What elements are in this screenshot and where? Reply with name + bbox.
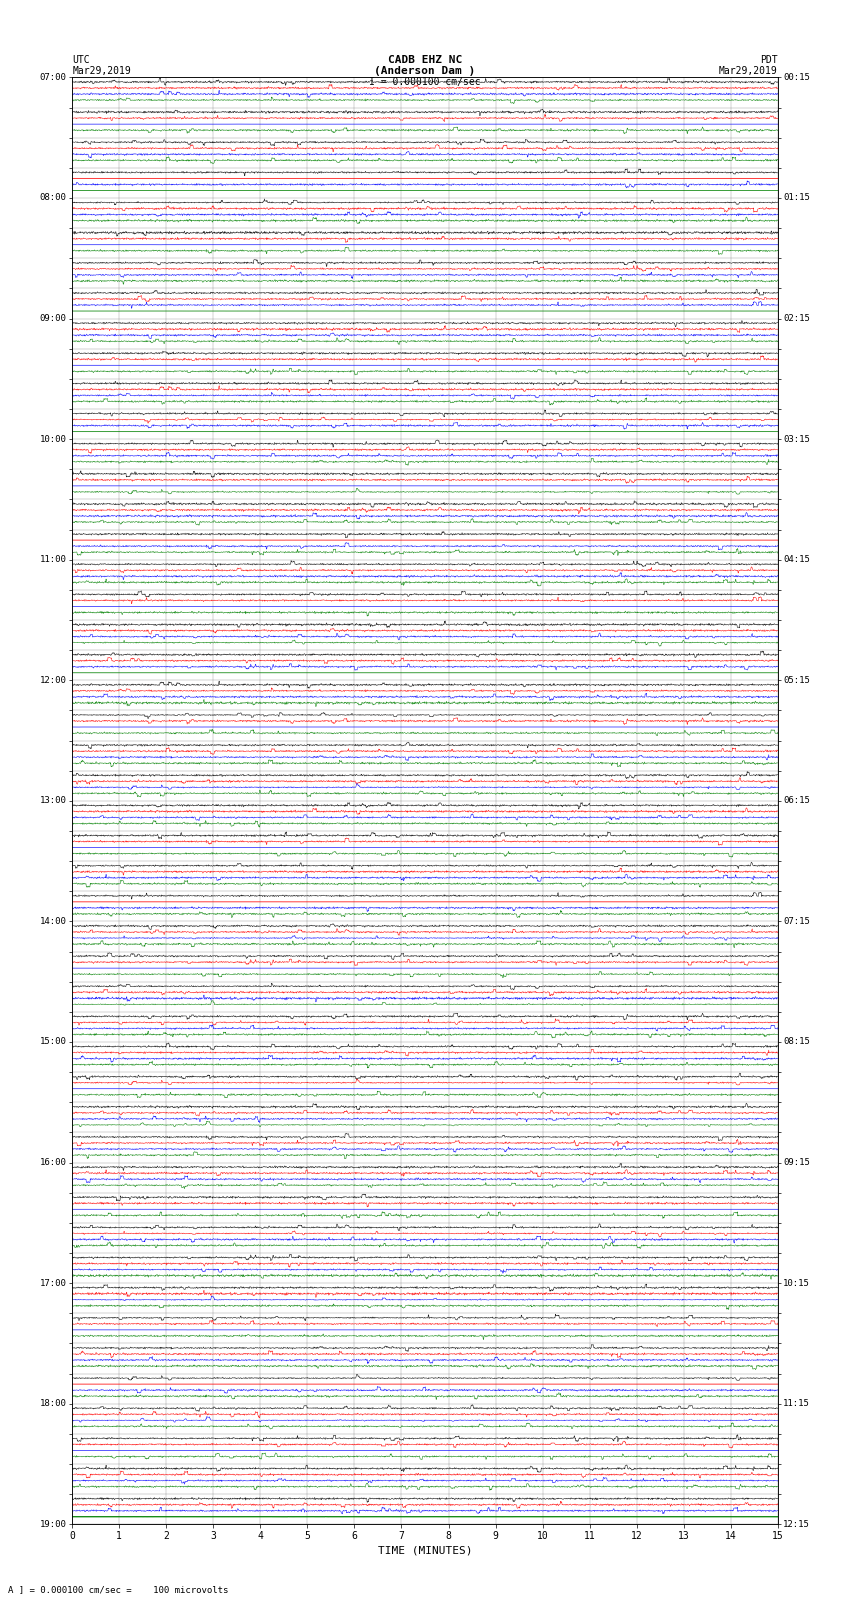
Text: UTC: UTC [72, 55, 90, 65]
Text: Mar29,2019: Mar29,2019 [72, 66, 131, 76]
Text: Mar29,2019: Mar29,2019 [719, 66, 778, 76]
Text: CADB EHZ NC: CADB EHZ NC [388, 55, 462, 65]
Text: I = 0.000100 cm/sec: I = 0.000100 cm/sec [369, 77, 481, 87]
Text: (Anderson Dam ): (Anderson Dam ) [374, 66, 476, 76]
Text: A ] = 0.000100 cm/sec =    100 microvolts: A ] = 0.000100 cm/sec = 100 microvolts [8, 1584, 229, 1594]
Text: PDT: PDT [760, 55, 778, 65]
X-axis label: TIME (MINUTES): TIME (MINUTES) [377, 1545, 473, 1555]
